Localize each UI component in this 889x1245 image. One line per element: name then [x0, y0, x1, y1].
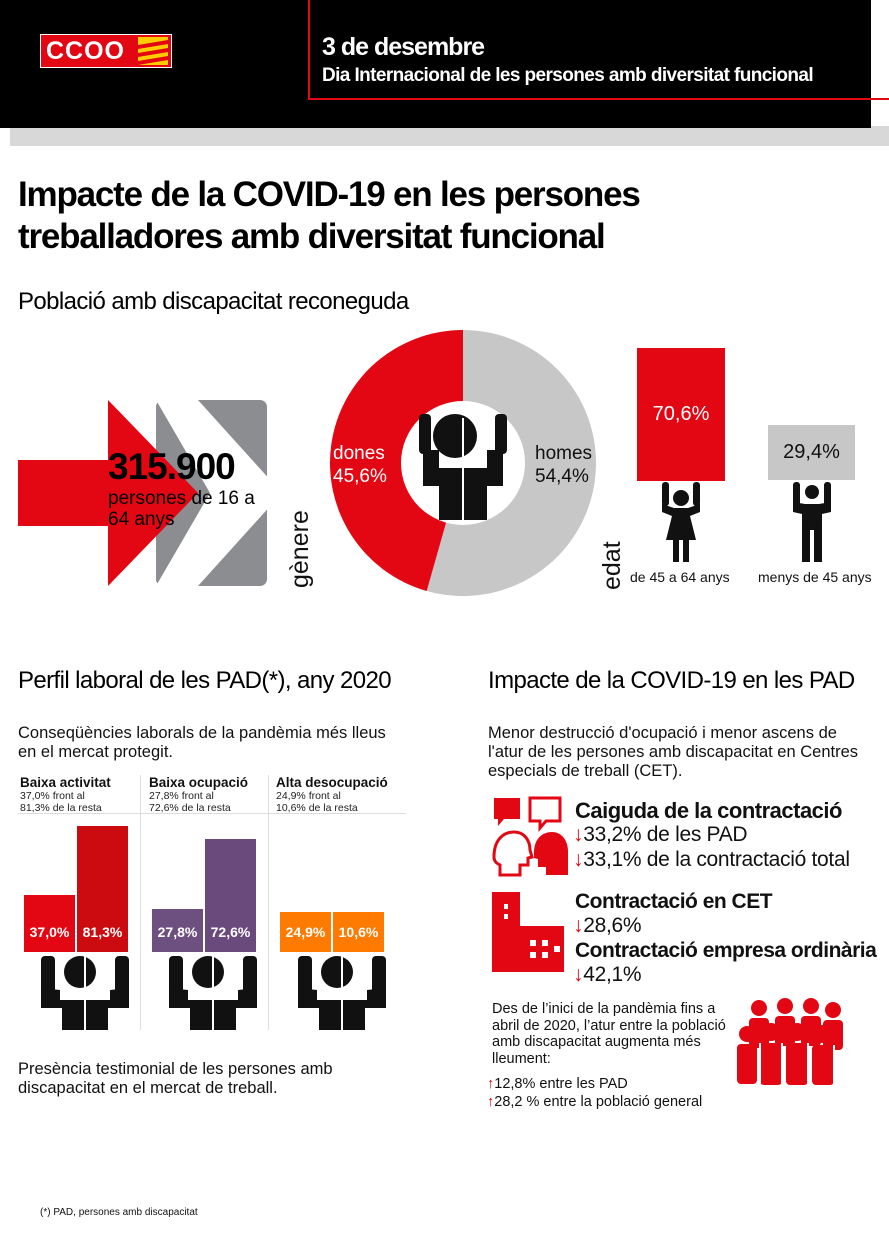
dones-value: 45,6%	[333, 466, 387, 487]
age-axis-label: edat	[598, 541, 626, 590]
column-divider	[268, 775, 269, 1030]
main-title: Impacte de la COVID-19 en les persones t…	[18, 175, 641, 256]
header-shadow	[10, 126, 889, 146]
bar-pad-1: 37,0%	[24, 894, 75, 952]
category-desc: 37,0% front al	[20, 790, 85, 802]
woman-holding-sign-icon	[662, 482, 700, 562]
bar-rest-3: 10,6%	[333, 912, 384, 952]
down-arrow-icon: ↓	[573, 848, 584, 871]
dones-label: dones 45,6%	[333, 442, 387, 488]
bar-label: 10,6%	[338, 924, 379, 940]
atur-pad: ↑12,8% entre les PAD	[487, 1076, 628, 1092]
population-total: 315.900	[108, 446, 236, 487]
caiguda-total: ↓33,1% de la contractació total	[573, 848, 850, 872]
caiguda-pad-text: 33,2% de les PAD	[583, 823, 748, 846]
perfil-intro: Conseqüències laborals de la pandèmia mé…	[18, 724, 386, 761]
conversation-heads-icon	[492, 796, 568, 877]
factory-building-icon	[492, 892, 564, 972]
age-label-45-64: de 45 a 64 anys	[630, 569, 730, 585]
cet-value-text: 28,6%	[583, 914, 642, 937]
population-red-arrow	[18, 400, 198, 586]
atur-text: Des de l’inici de la pandèmia fins a abr…	[492, 1001, 726, 1067]
homes-value: 54,4%	[535, 466, 589, 487]
atur-general: ↑28,2 % entre la població general	[487, 1094, 702, 1110]
category-desc: 10,6% de la resta	[276, 802, 358, 814]
gender-donut-chart	[330, 330, 597, 596]
crowd-people-icon	[737, 998, 843, 1085]
age-box-45-64: 70,6%	[637, 348, 725, 481]
bar-rest-1: 81,3%	[77, 826, 128, 952]
bar-label: 27,8%	[157, 923, 198, 940]
column-divider	[140, 775, 141, 1030]
perfil-divider	[18, 813, 406, 814]
up-arrow-icon: ↑	[487, 1076, 495, 1092]
logo-text: CCOO	[46, 37, 125, 65]
senyera-icon	[138, 37, 168, 65]
bar-label: 72,6%	[210, 923, 251, 940]
caiguda-title: Caiguda de la contractació	[575, 798, 842, 823]
bar-pad-3: 24,9%	[280, 912, 331, 952]
category-title: Baixa activitat	[20, 775, 111, 790]
dones-label-text: dones	[333, 443, 385, 464]
bar-pad-2: 27,8%	[152, 908, 203, 952]
category-desc: 81,3% de la resta	[20, 802, 102, 814]
category-alta-desocupacio: Alta desocupació 24,9% front al 10,6% de…	[276, 775, 406, 814]
down-arrow-icon: ↓	[573, 914, 584, 937]
category-baixa-activitat: Baixa activitat 37,0% front al 81,3% de …	[20, 775, 138, 814]
down-arrow-icon: ↓	[573, 823, 584, 846]
population-description: persones de 16 a 64 anys	[108, 488, 255, 530]
footnote: (*) PAD, persones amb discapacitat	[40, 1207, 198, 1218]
atur-pad-text: 12,8% entre les PAD	[494, 1076, 628, 1092]
section-title-poblacio: Població amb discapacitat reconeguda	[18, 288, 409, 315]
worker-sign-icon-3	[298, 956, 386, 1030]
age-label-under-45: menys de 45 anys	[758, 569, 872, 585]
cet-title: Contractació en CET	[575, 890, 773, 913]
section-title-impacte: Impacte de la COVID-19 en les PAD	[488, 667, 855, 694]
homes-label-text: homes	[535, 443, 593, 464]
age-box-under-45: 29,4%	[768, 425, 855, 480]
ordinaria-value: ↓42,1%	[573, 963, 642, 987]
header-divider-vertical	[308, 0, 310, 100]
category-title: Baixa ocupació	[149, 775, 249, 790]
header-date: 3 de desembre	[322, 33, 485, 61]
gender-axis-label: gènere	[286, 510, 314, 588]
atur-general-text: 28,2 % entre la població general	[494, 1094, 703, 1110]
caiguda-total-text: 33,1% de la contractació total	[583, 848, 850, 871]
bar-label: 81,3%	[82, 924, 123, 940]
category-desc: 27,8% front al	[149, 790, 214, 802]
section-title-perfil: Perfil laboral de les PAD(*), any 2020	[18, 667, 392, 694]
population-arrow-graphic	[18, 400, 268, 586]
down-arrow-icon: ↓	[573, 963, 584, 986]
cet-value: ↓28,6%	[573, 914, 642, 938]
category-desc: 72,6% de la resta	[149, 802, 231, 814]
header-divider-horizontal	[308, 98, 889, 100]
category-desc: 24,9% front al	[276, 790, 341, 802]
ordinaria-value-text: 42,1%	[583, 963, 642, 986]
worker-holding-sign-icon	[419, 414, 507, 520]
worker-sign-icon-1	[41, 956, 129, 1030]
bar-label: 24,9%	[285, 924, 326, 940]
donut-slice-dones	[330, 330, 463, 591]
impacte-intro: Menor destrucció d'ocupació i menor asce…	[488, 724, 859, 780]
caiguda-pad: ↓33,2% de les PAD	[573, 823, 748, 847]
header-subtitle: Dia Internacional de les persones amb di…	[322, 65, 814, 86]
man-holding-sign-icon	[793, 482, 831, 562]
up-arrow-icon: ↑	[487, 1094, 495, 1110]
worker-sign-icon-2	[169, 956, 257, 1030]
category-title: Alta desocupació	[276, 775, 388, 790]
category-baixa-ocupacio: Baixa ocupació 27,8% front al 72,6% de l…	[149, 775, 267, 814]
bar-label: 37,0%	[29, 923, 70, 940]
ordinaria-title: Contractació empresa ordinària	[575, 939, 877, 962]
homes-label: homes 54,4%	[535, 442, 592, 488]
bar-rest-2: 72,6%	[205, 839, 256, 952]
perfil-note: Presència testimonial de les persones am…	[18, 1060, 333, 1097]
